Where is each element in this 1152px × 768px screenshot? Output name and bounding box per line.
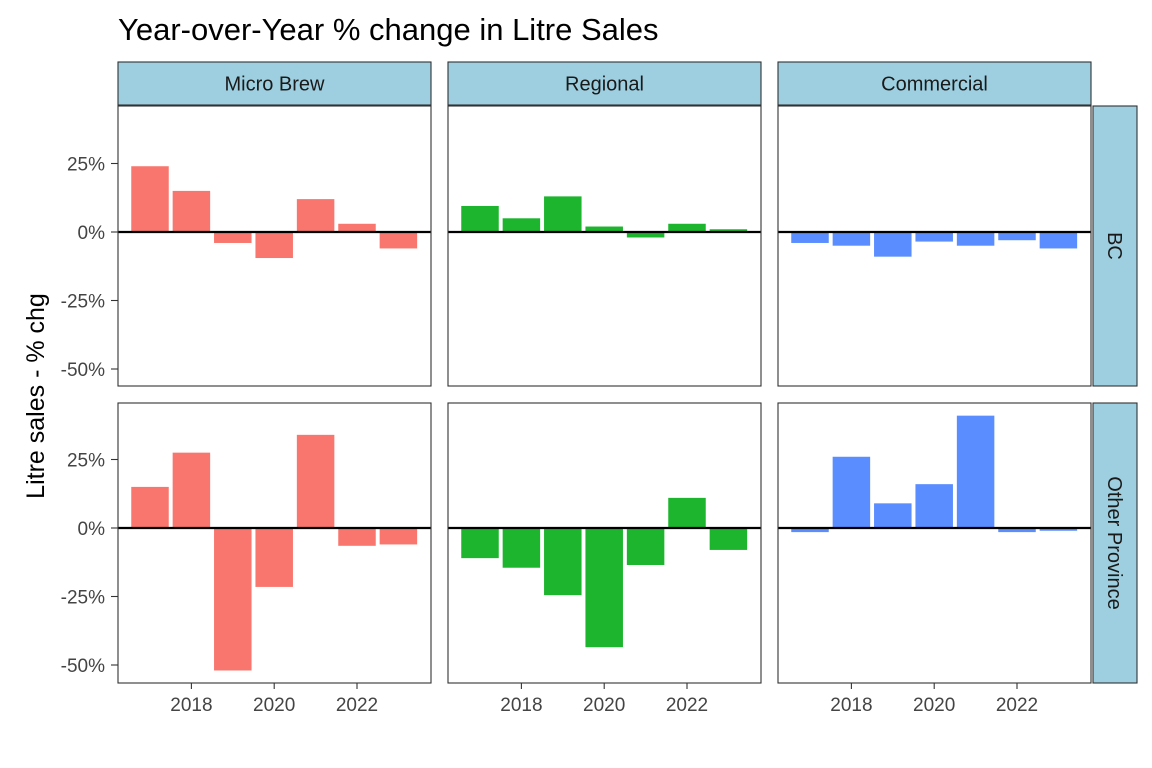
bar-commercial-other-province-2017 bbox=[791, 528, 829, 533]
panel-bc-micro-brew bbox=[117, 105, 432, 387]
panel-other-province-micro-brew bbox=[117, 402, 432, 684]
bar-micro-brew-bc-2019 bbox=[214, 232, 252, 243]
panel-border bbox=[777, 105, 1092, 387]
y-tick-label: -25% bbox=[61, 588, 105, 609]
x-tick-label: 2020 bbox=[583, 695, 625, 716]
bar-micro-brew-bc-2023 bbox=[379, 232, 418, 249]
bar-regional-bc-2019 bbox=[544, 196, 582, 232]
bar-micro-brew-other-province-2020 bbox=[255, 528, 293, 587]
y-tick-label: -50% bbox=[61, 656, 105, 677]
bar-regional-bc-2022 bbox=[668, 223, 706, 232]
column-strip-label-micro-brew: Micro Brew bbox=[224, 74, 325, 96]
panel-background bbox=[778, 403, 1091, 683]
y-tick-label: -25% bbox=[61, 292, 105, 313]
bar-regional-other-province-2018 bbox=[502, 528, 541, 568]
bar-regional-other-province-2017 bbox=[461, 528, 499, 559]
column-strip-micro-brew bbox=[117, 61, 432, 106]
bar-regional-other-province-2022 bbox=[668, 497, 706, 528]
panel-other-province-commercial bbox=[777, 402, 1092, 684]
bar-micro-brew-other-province-2022 bbox=[338, 528, 376, 546]
bar-commercial-bc-2020 bbox=[915, 232, 953, 242]
bar-commercial-other-province-2018 bbox=[832, 456, 871, 528]
row-strip-bc bbox=[1092, 105, 1138, 387]
bar-regional-other-province-2021 bbox=[626, 528, 665, 565]
x-tick-label: 2018 bbox=[500, 695, 542, 716]
panel-border bbox=[447, 105, 762, 387]
y-tick-label: -50% bbox=[61, 360, 105, 381]
bar-micro-brew-other-province-2023 bbox=[379, 528, 418, 545]
bar-commercial-bc-2018 bbox=[832, 232, 871, 246]
row-strip-label-bc: BC bbox=[1103, 232, 1125, 260]
x-tick-label: 2018 bbox=[170, 695, 212, 716]
row-strip-other-province bbox=[1092, 402, 1138, 684]
y-axis-label: Litre sales - % chg bbox=[22, 293, 50, 499]
column-strip-regional bbox=[447, 61, 762, 106]
bar-micro-brew-other-province-2017 bbox=[131, 486, 169, 528]
panel-border bbox=[117, 105, 432, 387]
bar-regional-bc-2023 bbox=[709, 229, 748, 232]
y-tick-label: 25% bbox=[67, 451, 105, 472]
bar-commercial-bc-2019 bbox=[874, 232, 912, 257]
bar-micro-brew-other-province-2019 bbox=[214, 528, 252, 671]
column-strip-label-regional: Regional bbox=[565, 74, 644, 96]
bar-regional-other-province-2023 bbox=[709, 528, 748, 550]
column-strip-label-commercial: Commercial bbox=[881, 74, 988, 96]
panel-other-province-regional bbox=[447, 402, 762, 684]
x-tick-label: 2022 bbox=[996, 695, 1038, 716]
y-tick-label: 0% bbox=[78, 223, 106, 244]
bar-commercial-bc-2022 bbox=[998, 232, 1036, 241]
x-tick-label: 2022 bbox=[666, 695, 708, 716]
x-tick-label: 2022 bbox=[336, 695, 378, 716]
column-strip-commercial bbox=[777, 61, 1092, 106]
bar-micro-brew-bc-2021 bbox=[296, 199, 335, 232]
x-tick-label: 2020 bbox=[253, 695, 295, 716]
bar-commercial-bc-2017 bbox=[791, 232, 829, 243]
y-tick-label: 25% bbox=[67, 155, 105, 176]
bar-commercial-other-province-2022 bbox=[998, 528, 1036, 533]
bar-regional-bc-2017 bbox=[461, 205, 499, 232]
x-tick-label: 2018 bbox=[830, 695, 872, 716]
bar-micro-brew-bc-2022 bbox=[338, 223, 376, 232]
bar-regional-bc-2020 bbox=[585, 226, 623, 232]
bar-micro-brew-other-province-2021 bbox=[296, 434, 335, 528]
bar-commercial-other-province-2021 bbox=[956, 415, 995, 528]
bar-regional-bc-2018 bbox=[502, 218, 541, 232]
bar-regional-other-province-2020 bbox=[585, 528, 623, 648]
bar-regional-other-province-2019 bbox=[544, 528, 582, 596]
bar-commercial-bc-2023 bbox=[1039, 232, 1078, 249]
x-tick-label: 2020 bbox=[913, 695, 955, 716]
bar-regional-bc-2021 bbox=[626, 232, 665, 238]
bar-micro-brew-bc-2018 bbox=[172, 190, 211, 232]
panel-background bbox=[778, 106, 1091, 386]
bar-commercial-other-province-2020 bbox=[915, 484, 953, 528]
panel-bc-regional bbox=[447, 105, 762, 387]
bar-commercial-other-province-2023 bbox=[1039, 528, 1078, 531]
bar-commercial-other-province-2019 bbox=[874, 503, 912, 528]
panel-background bbox=[448, 106, 761, 386]
row-strip-label-other-province: Other Province bbox=[1103, 476, 1125, 609]
bar-micro-brew-other-province-2018 bbox=[172, 452, 211, 528]
plot-area: Micro Brew Regional Commercial BC Other Prov… bbox=[61, 61, 1138, 716]
chart-title: Year-over-Year % change in Litre Sales bbox=[118, 12, 659, 47]
bar-commercial-bc-2021 bbox=[956, 232, 995, 246]
bar-micro-brew-bc-2017 bbox=[131, 166, 169, 232]
y-tick-label: 0% bbox=[78, 519, 106, 540]
panel-bc-commercial bbox=[777, 105, 1092, 387]
bar-micro-brew-bc-2020 bbox=[255, 232, 293, 259]
